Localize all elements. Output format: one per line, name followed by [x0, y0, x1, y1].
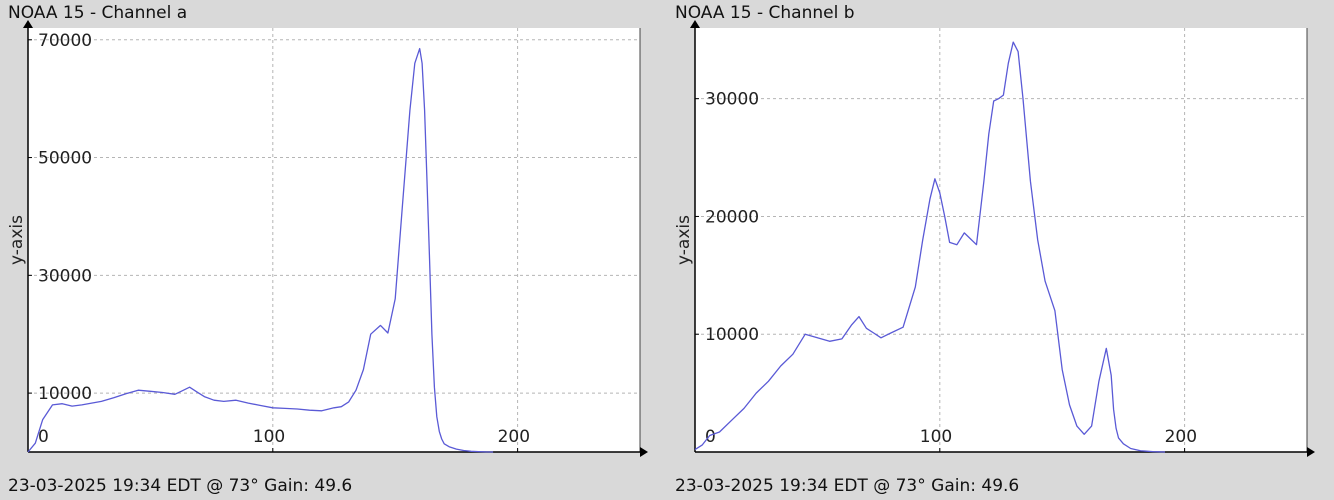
y-tick-label: 10000	[38, 384, 92, 404]
chart-footer: 23-03-2025 19:34 EDT @ 73° Gain: 49.6	[8, 476, 353, 496]
x-axis-arrow-icon	[640, 447, 648, 457]
y-tick-label: 50000	[38, 149, 92, 169]
y-tick-label: 10000	[705, 325, 759, 345]
y-tick-label: 30000	[38, 266, 92, 286]
chart-title: NOAA 15 - Channel b	[675, 3, 855, 23]
series-line	[27, 47, 494, 453]
y-tick-label: 20000	[705, 207, 759, 227]
x-tick-label: 0	[38, 427, 49, 447]
y-axis-label: y-axis	[7, 215, 27, 265]
x-tick-label: 100	[920, 427, 952, 447]
plot-area	[695, 28, 1307, 452]
x-tick-label: 200	[498, 427, 530, 447]
series-line	[694, 41, 1166, 453]
y-tick-label: 30000	[705, 90, 759, 110]
y-axis-label: y-axis	[674, 215, 694, 265]
chart-footer: 23-03-2025 19:34 EDT @ 73° Gain: 49.6	[675, 476, 1020, 496]
y-axis-arrow-icon	[690, 20, 700, 28]
x-tick-label: 0	[705, 427, 716, 447]
x-axis-arrow-icon	[1307, 447, 1315, 457]
x-tick-label: 200	[1165, 427, 1197, 447]
x-tick-label: 100	[253, 427, 285, 447]
chart-plot: 0 100 200 10000 30000 50000 70000 y-axis	[7, 20, 648, 457]
chart-panel-channel-a: NOAA 15 - Channel a 0 100 200 10000 30000 500…	[7, 3, 648, 496]
chart-title: NOAA 15 - Channel a	[8, 3, 188, 23]
plot-area	[28, 28, 640, 452]
y-tick-label: 70000	[38, 31, 92, 51]
chart-plot: 0 100 200 10000 20000 30000 y-axis	[674, 20, 1315, 457]
chart-panel-channel-b: NOAA 15 - Channel b 0 100 200 10000 20000 300…	[667, 0, 1334, 500]
y-axis-arrow-icon	[23, 20, 33, 28]
